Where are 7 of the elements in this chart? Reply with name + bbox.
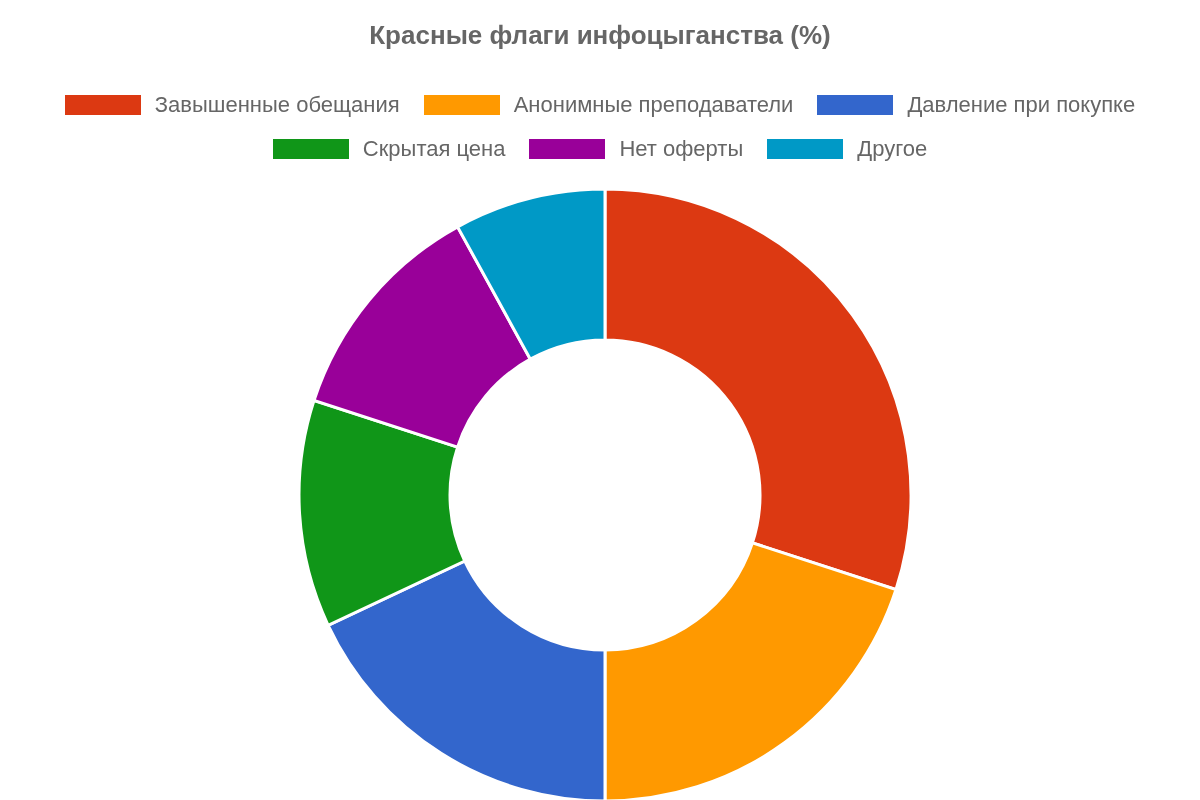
legend-label: Анонимные преподаватели bbox=[513, 92, 794, 118]
legend-label: Завышенные обещания bbox=[154, 92, 400, 118]
legend-label: Скрытая цена bbox=[362, 136, 506, 162]
legend-label: Нет оферты bbox=[619, 136, 744, 162]
legend-label: Другое bbox=[857, 136, 928, 162]
chart-title: Красные флаги инфоцыганства (%) bbox=[368, 20, 832, 51]
legend-label: Давление при покупке bbox=[907, 92, 1136, 118]
